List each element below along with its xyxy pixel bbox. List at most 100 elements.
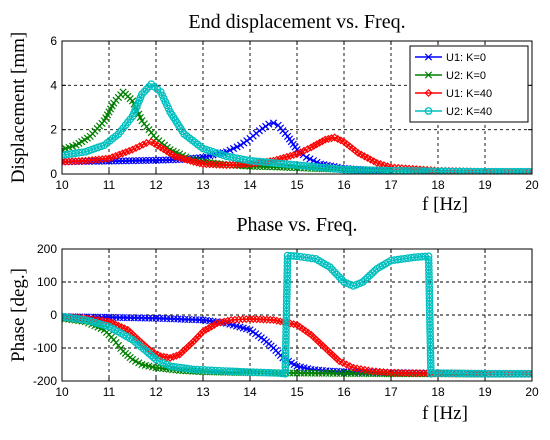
data-point — [307, 143, 316, 152]
x-axis-label: f [Hz] — [422, 194, 468, 215]
data-point — [189, 337, 198, 346]
data-point — [488, 369, 497, 378]
data-point — [263, 368, 272, 377]
data-point — [303, 145, 312, 154]
data-point — [434, 167, 442, 174]
data-point — [340, 165, 348, 174]
data-point — [220, 317, 229, 326]
data-point — [162, 360, 171, 369]
data-point — [419, 167, 428, 174]
data-point — [142, 347, 151, 356]
x-tick-label: 10 — [55, 385, 69, 399]
x-tick-label: 15 — [290, 385, 304, 399]
data-point — [315, 138, 324, 147]
data-point — [71, 157, 80, 166]
data-point — [225, 160, 234, 170]
data-point — [62, 157, 67, 166]
x-tick-label: 15 — [290, 178, 304, 192]
data-point — [85, 317, 93, 325]
data-point — [187, 339, 196, 348]
data-point — [193, 365, 202, 374]
x-tick-label: 11 — [103, 385, 116, 399]
legend-label: U2: K=0 — [446, 70, 486, 82]
data-point — [293, 252, 301, 261]
data-point — [463, 167, 471, 174]
data-point — [300, 253, 309, 262]
data-point — [169, 352, 178, 361]
legend-entry: U2: K=0 — [415, 70, 486, 82]
data-point — [215, 150, 224, 158]
legend-marker — [424, 71, 433, 79]
data-point — [258, 124, 267, 133]
y-tick-label: 0 — [50, 167, 57, 181]
data-point — [98, 320, 107, 329]
data-point — [204, 366, 213, 375]
data-point — [520, 167, 529, 174]
data-point — [517, 369, 526, 378]
data-point — [229, 160, 238, 169]
legend-marker — [424, 88, 433, 98]
data-point — [115, 150, 124, 159]
data-point — [145, 349, 153, 358]
x-tick-label: 18 — [431, 178, 445, 192]
data-point — [429, 369, 438, 377]
data-point — [470, 167, 479, 174]
data-point — [184, 341, 193, 350]
data-point — [502, 167, 511, 174]
data-point — [135, 142, 144, 151]
data-point — [358, 166, 366, 174]
data-point — [342, 360, 351, 369]
data-point — [149, 353, 158, 362]
data-point — [338, 358, 347, 367]
data-point — [240, 139, 248, 147]
data-point — [343, 165, 352, 174]
data-point — [111, 151, 120, 160]
data-point — [513, 369, 522, 378]
data-point — [186, 365, 195, 373]
data-point — [229, 144, 238, 153]
data-point — [335, 357, 344, 366]
data-point — [210, 320, 219, 329]
data-point — [177, 348, 186, 357]
data-point — [233, 143, 241, 151]
y-tick-label: 100 — [37, 275, 57, 289]
data-point — [369, 166, 377, 174]
x-tick-label: 20 — [525, 178, 539, 192]
data-point — [84, 156, 93, 165]
data-point — [267, 368, 275, 377]
data-point — [219, 151, 227, 160]
data-point — [491, 167, 500, 174]
data-point — [292, 150, 302, 159]
data-point — [64, 157, 73, 166]
data-point — [246, 368, 254, 376]
x-tick-label: 17 — [384, 385, 398, 399]
data-point — [216, 318, 225, 327]
data-point — [118, 149, 127, 158]
data-point — [302, 153, 311, 161]
data-point — [108, 153, 117, 162]
data-point — [345, 362, 354, 371]
data-point — [312, 140, 321, 149]
data-point — [274, 369, 283, 377]
y-tick-label: -100 — [33, 341, 57, 355]
data-point — [98, 155, 107, 164]
x-tick-label: 19 — [478, 178, 492, 192]
legend-marker — [424, 53, 433, 61]
x-tick-label: 14 — [243, 385, 257, 399]
data-point — [208, 366, 216, 375]
data-point — [327, 134, 336, 143]
data-point — [495, 167, 504, 174]
data-point — [448, 167, 457, 174]
data-point — [455, 167, 464, 174]
x-tick-label: 13 — [196, 385, 210, 399]
legend-entry: U1: K=40 — [415, 88, 492, 100]
data-point — [139, 140, 148, 149]
data-point — [513, 167, 522, 174]
data-point — [304, 253, 313, 262]
data-point — [191, 334, 200, 343]
data-point — [430, 167, 439, 174]
data-point — [527, 369, 532, 378]
axes: 10 11 12 13 14 15 16 17 18 19 20 0 2 4 6 — [50, 34, 539, 192]
data-point — [249, 159, 258, 168]
data-point — [189, 365, 198, 374]
